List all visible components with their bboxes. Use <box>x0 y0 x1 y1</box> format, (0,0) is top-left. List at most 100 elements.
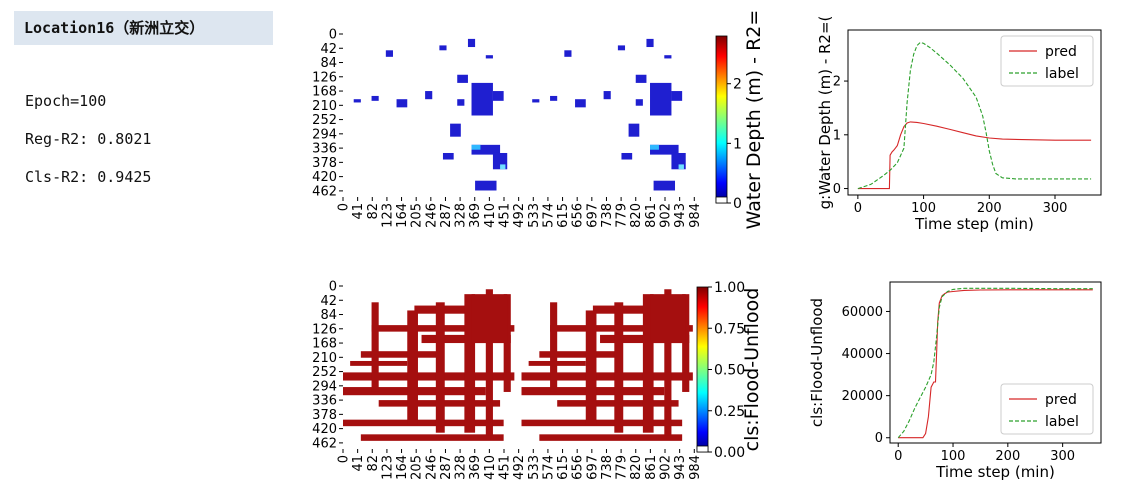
flood-patch <box>343 372 515 381</box>
x-tick-label: 246 <box>424 455 439 480</box>
colorbar-zero-band <box>715 196 728 204</box>
depth-patch <box>603 91 611 100</box>
y-axis-label: g:Water Depth (m) - R2=( <box>816 16 834 210</box>
x-tick-label: 100 <box>941 449 966 464</box>
x-tick-label: 615 <box>556 203 571 228</box>
depth-patch <box>457 74 468 83</box>
x-tick-label: 328 <box>454 455 469 480</box>
y-tick-label: 252 <box>312 113 337 128</box>
x-tick-label: 0 <box>337 203 352 211</box>
x-tick-label: 574 <box>541 203 556 228</box>
flood-patch <box>592 305 683 314</box>
x-tick-label: 902 <box>659 203 674 228</box>
depth-patch <box>425 91 433 100</box>
depth-patch <box>646 38 654 48</box>
depth-patch <box>671 91 683 101</box>
depth-patch <box>471 144 501 155</box>
y-tick-label: 462 <box>312 436 337 451</box>
y-tick-label: 42 <box>320 294 337 309</box>
flood-patch <box>585 310 597 425</box>
y-tick-label: 336 <box>312 394 337 409</box>
flood-series-chart: 0 100 200 300 0 20000 40000 60000 Time step (min… <box>808 281 1102 481</box>
depth-patch <box>664 55 672 59</box>
y-tick-label: 40000 <box>842 347 883 362</box>
depth-patch <box>371 95 379 101</box>
depth-patch <box>635 74 647 83</box>
depth-patch <box>564 50 572 57</box>
y-tick-label: 1 <box>833 128 841 143</box>
y-tick-label: 126 <box>312 70 337 85</box>
flood-patch <box>464 294 476 433</box>
colorbar-label: Water Depth (m) - R2= <box>743 10 765 230</box>
y-tick-label: 168 <box>312 337 337 352</box>
x-tick-label: 0 <box>337 455 352 463</box>
colorbar-tick-label: 2 <box>733 77 742 93</box>
x-tick-label: 861 <box>644 203 659 228</box>
x-tick-label: 861 <box>644 455 659 480</box>
x-tick-label: 902 <box>659 455 674 480</box>
x-tick-label: 984 <box>688 203 703 228</box>
legend-label-pred: pred <box>1045 392 1077 408</box>
depth-patch-mid <box>471 144 481 150</box>
x-tick-label: 779 <box>615 203 630 228</box>
depth-patch <box>467 38 476 48</box>
y-tick-label: 378 <box>312 408 337 423</box>
y-tick-label: 42 <box>320 42 337 57</box>
x-tick-label: 533 <box>527 203 542 228</box>
colorbar <box>696 286 709 453</box>
y-tick-label: 210 <box>312 99 337 114</box>
flood-patch <box>539 351 618 358</box>
flood-patch <box>407 310 418 425</box>
colorbar-zero-band <box>696 445 709 453</box>
y-tick-label: 84 <box>320 308 337 323</box>
flood-patch <box>343 419 504 427</box>
x-tick-label: 369 <box>468 203 483 228</box>
depth-patch <box>457 99 465 106</box>
flood-patch <box>435 302 445 433</box>
legend-label-label: label <box>1045 414 1079 430</box>
x-tick-label: 82 <box>366 203 381 220</box>
x-tick-label: 82 <box>366 455 381 472</box>
x-tick-label: 246 <box>424 203 439 228</box>
depth-patch <box>475 180 497 191</box>
y-tick-label: 420 <box>312 422 337 437</box>
x-tick-label: 410 <box>483 455 498 480</box>
depth-patch <box>650 82 672 116</box>
flood-patch <box>650 294 686 344</box>
x-tick-label: 200 <box>977 201 1002 216</box>
flood-patch <box>521 419 683 427</box>
colorbar-tick-label: 0.50 <box>714 363 745 379</box>
x-tick-label: 984 <box>688 455 703 480</box>
x-tick-label: 656 <box>571 455 586 480</box>
y-tick-label: 294 <box>312 127 337 142</box>
map-area <box>343 34 700 197</box>
depth-patch <box>653 180 676 191</box>
depth-patch <box>532 99 540 103</box>
flood-patch <box>360 434 504 441</box>
x-axis-label: Time step (min) <box>914 215 1034 233</box>
location-label: Location16（新洲立交） <box>14 11 273 45</box>
y-tick-label: 0 <box>875 431 883 446</box>
depth-patch-mid <box>650 144 659 150</box>
series-line-label <box>897 287 1093 439</box>
depth-patch-mid <box>500 164 506 170</box>
depth-patch <box>450 123 461 137</box>
y-tick-label: 252 <box>312 365 337 380</box>
x-tick-label: 779 <box>615 455 630 480</box>
y-tick-label: 0 <box>833 182 841 197</box>
x-tick-label: 123 <box>380 455 395 480</box>
depth-patch <box>353 99 361 103</box>
flood-patch <box>642 294 654 433</box>
x-tick-label: 697 <box>585 455 600 480</box>
x-tick-label: 738 <box>600 203 615 228</box>
x-tick-label: 656 <box>571 203 586 228</box>
flood-patch <box>539 434 683 441</box>
y-tick-label: 168 <box>312 85 337 100</box>
y-tick-label: 210 <box>312 351 337 366</box>
x-tick-label: 738 <box>600 455 615 480</box>
x-tick-label: 164 <box>395 455 410 480</box>
x-tick-label: 0 <box>894 449 902 464</box>
depth-patch <box>635 99 643 106</box>
x-tick-label: 820 <box>629 203 644 228</box>
